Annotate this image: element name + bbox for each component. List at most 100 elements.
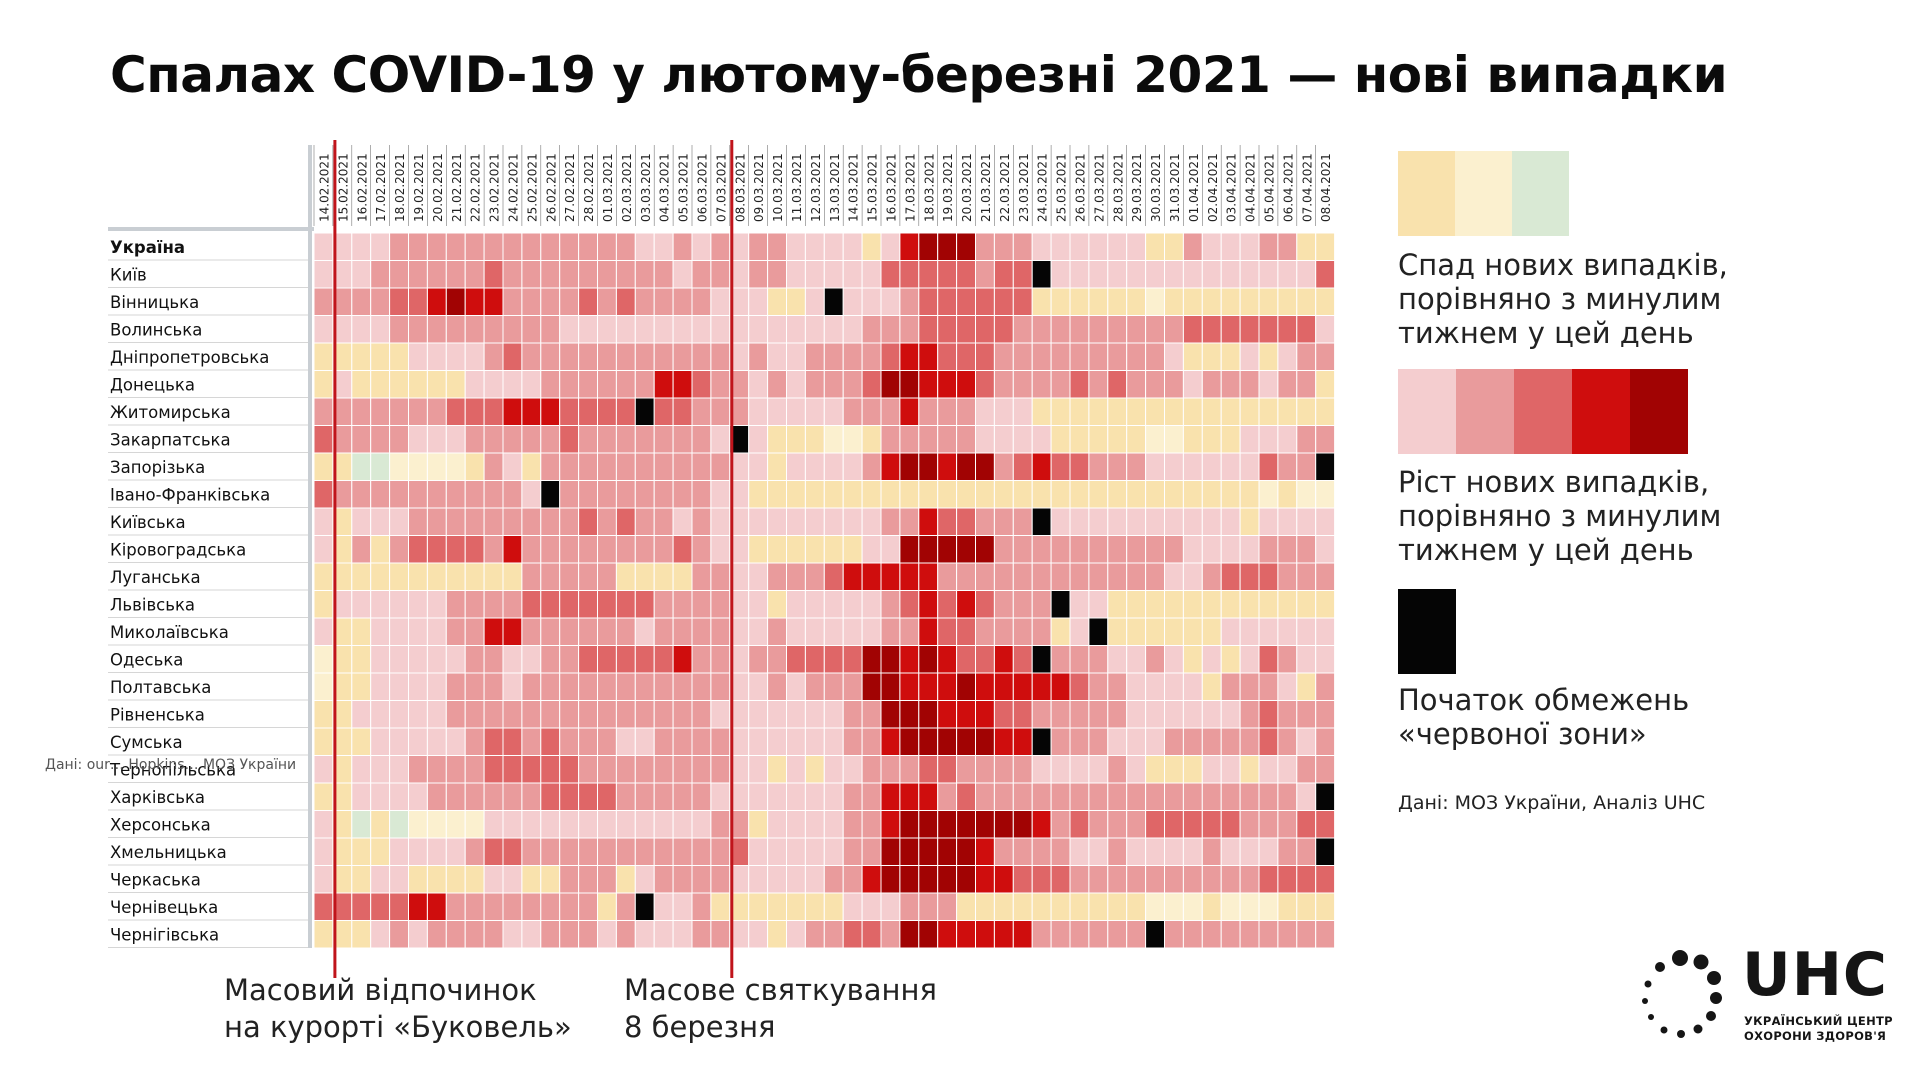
heatmap-cell — [351, 617, 372, 646]
heatmap-cell — [370, 452, 391, 481]
heatmap-cell — [1239, 315, 1260, 344]
heatmap-cell — [578, 260, 598, 289]
heatmap-cell — [615, 452, 636, 481]
heatmap-cell — [1088, 562, 1109, 591]
heatmap-cell — [672, 782, 693, 811]
heatmap-cell — [1220, 342, 1241, 371]
heatmap-cell — [1220, 700, 1241, 729]
heatmap-cell — [823, 287, 844, 316]
heatmap-cell — [1239, 700, 1260, 729]
heatmap-cell — [464, 452, 485, 481]
heatmap-cell — [521, 260, 542, 289]
heatmap-cell — [351, 535, 372, 564]
heatmap-cell — [615, 535, 636, 564]
heatmap-cell — [1277, 535, 1298, 564]
heatmap-cell — [634, 645, 655, 674]
heatmap-cell — [1315, 535, 1336, 564]
heatmap-cell — [1201, 755, 1222, 784]
heatmap-cell — [1107, 645, 1128, 674]
heatmap-cell — [408, 535, 428, 564]
heatmap-cell — [1164, 425, 1184, 454]
heatmap-cell — [823, 837, 844, 866]
heatmap-cell — [1107, 892, 1128, 921]
heatmap-cell — [1107, 700, 1128, 729]
heatmap-cell — [842, 892, 863, 921]
heatmap-cell — [1201, 232, 1222, 261]
heatmap-cell — [1126, 562, 1147, 591]
heatmap-cell — [1315, 370, 1336, 399]
heatmap-cell — [578, 315, 598, 344]
heatmap-cell — [483, 672, 504, 701]
heatmap-cell — [502, 260, 523, 289]
heatmap-cell — [426, 260, 447, 289]
heatmap-cell — [313, 617, 334, 646]
heatmap-cell — [426, 397, 447, 426]
heatmap-cell — [464, 810, 485, 839]
heatmap-cell — [370, 892, 391, 921]
heatmap-cell — [993, 755, 1014, 784]
heatmap-cell — [1277, 452, 1298, 481]
heatmap-cell — [748, 480, 769, 509]
heatmap-cell — [540, 342, 561, 371]
heatmap-cell — [672, 342, 693, 371]
heatmap-cell — [1050, 672, 1071, 701]
heatmap-cell — [710, 700, 731, 729]
heatmap-cell — [351, 342, 372, 371]
heatmap-cell — [918, 507, 939, 536]
heatmap-cell — [578, 782, 598, 811]
heatmap-cell — [483, 865, 504, 894]
heatmap-cell — [1258, 700, 1279, 729]
heatmap-cell — [861, 370, 882, 399]
heatmap-cell — [634, 700, 655, 729]
heatmap-cell — [842, 672, 863, 701]
heatmap-cell — [1315, 617, 1336, 646]
heatmap-cell — [559, 755, 580, 784]
heatmap-cell — [861, 397, 882, 426]
heatmap-cell — [767, 810, 787, 839]
date-label: 16.03.2021 — [884, 153, 898, 222]
heatmap-cell — [1164, 672, 1184, 701]
heatmap-cell — [804, 672, 825, 701]
heatmap-cell — [899, 892, 920, 921]
heatmap-cell — [1012, 507, 1033, 536]
heatmap-cell — [956, 232, 976, 261]
heatmap-cell — [559, 397, 580, 426]
heatmap-cell — [1088, 617, 1109, 646]
heatmap-cell — [1088, 315, 1109, 344]
heatmap-cell — [559, 287, 580, 316]
heatmap-cell — [653, 727, 674, 756]
heatmap-cell — [1277, 562, 1298, 591]
heatmap-cell — [1220, 920, 1241, 949]
date-label: 18.02.2021 — [393, 153, 407, 222]
heatmap-cell — [918, 315, 939, 344]
heatmap-cell — [691, 315, 712, 344]
heatmap-cell — [956, 480, 976, 509]
heatmap-cell — [634, 837, 655, 866]
legend-color-swatch — [1514, 369, 1572, 454]
heatmap-cell — [521, 535, 542, 564]
heatmap-cell — [464, 837, 485, 866]
heatmap-cell — [880, 260, 901, 289]
heatmap-cell — [748, 700, 769, 729]
heatmap-cell — [1050, 562, 1071, 591]
heatmap-cell — [540, 920, 561, 949]
heatmap-cell — [1088, 232, 1109, 261]
heatmap-cell — [313, 480, 334, 509]
heatmap-cell — [1126, 590, 1147, 619]
heatmap-cell — [956, 397, 976, 426]
heatmap-cell — [521, 452, 542, 481]
heatmap-cell — [1296, 645, 1317, 674]
heatmap-cell — [408, 865, 428, 894]
heatmap-cell — [672, 452, 693, 481]
heatmap-cell — [615, 480, 636, 509]
heatmap-cell — [502, 342, 523, 371]
heatmap-cell — [389, 672, 410, 701]
heatmap-cell — [1145, 535, 1165, 564]
heatmap-cell — [540, 397, 561, 426]
heatmap-cell — [615, 425, 636, 454]
heatmap-cell — [767, 397, 787, 426]
region-label: Херсонська — [110, 815, 211, 834]
heatmap-cell — [615, 782, 636, 811]
heatmap-cell — [710, 810, 731, 839]
heatmap-cell — [937, 452, 958, 481]
